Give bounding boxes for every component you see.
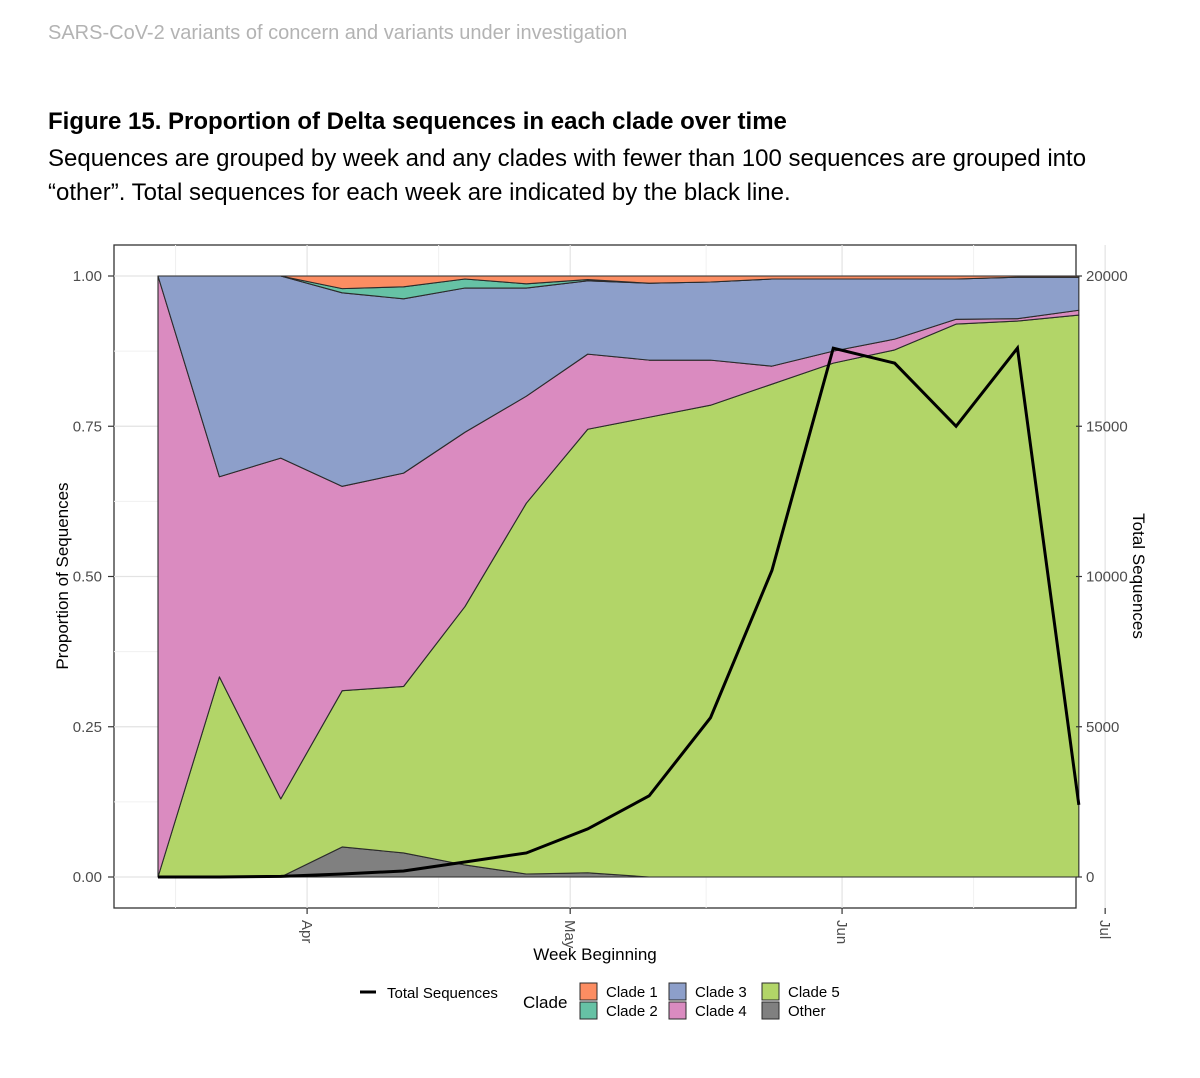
- y-tick-label: 0.00: [73, 869, 102, 886]
- legend-key-clade-4: [668, 1001, 687, 1020]
- legend-label-other: Other: [788, 1003, 826, 1020]
- y-tick-label: 1.00: [73, 268, 102, 285]
- legend-items: Clade 1 Clade 2 Clade 3 Clade 4 Clade 5 Other: [579, 982, 840, 1020]
- figure-caption: Sequences are grouped by week and any cl…: [48, 145, 1087, 206]
- x-axis: Apr May Jun Jul: [298, 908, 1113, 949]
- x-tick-label: Jun: [833, 920, 850, 944]
- legend-key-clade-1: [579, 982, 598, 1001]
- x-tick-label: Jul: [1096, 920, 1113, 939]
- figure-title: Figure 15. Proportion of Delta sequences…: [48, 108, 787, 135]
- document-header: SARS-CoV-2 variants of concern and varia…: [48, 22, 628, 44]
- x-tick-label: May: [561, 920, 578, 949]
- y-axis-left: 0.00 0.25 0.50 0.75 1.00: [73, 268, 114, 886]
- area-clade-1: [157, 275, 1080, 290]
- legend-key-clade-2: [579, 1001, 598, 1020]
- y-tick-label: 0.25: [73, 719, 102, 736]
- y-axis-label: Proportion of Sequences: [53, 482, 72, 669]
- y2-axis-label: Total Sequences: [1129, 513, 1148, 639]
- legend-label-clade-1: Clade 1: [606, 984, 658, 1001]
- y2-tick-label: 15000: [1086, 418, 1128, 435]
- legend-line-label: Total Sequences: [387, 985, 498, 1002]
- legend-key-clade-5: [761, 982, 780, 1001]
- y-tick-label: 0.50: [73, 569, 102, 586]
- clade-areas: [157, 275, 1080, 878]
- legend-label-clade-5: Clade 5: [788, 984, 840, 1001]
- total-sequences-line: [158, 344, 1081, 879]
- y2-tick-label: 0: [1086, 869, 1094, 886]
- y-tick-label: 0.75: [73, 418, 102, 435]
- y2-tick-label: 20000: [1086, 268, 1128, 285]
- stacked-area-chart: 0.00 0.25 0.50 0.75 1.00 0 5000 10000 15000 2000…: [53, 244, 1148, 1020]
- y2-tick-label: 10000: [1086, 569, 1128, 586]
- legend-label-clade-3: Clade 3: [695, 984, 747, 1001]
- y-axis-right: 0 5000 10000 15000 20000: [1076, 268, 1128, 886]
- legend-label-clade-2: Clade 2: [606, 1003, 658, 1020]
- legend-key-other: [761, 1001, 780, 1020]
- legend-key-clade-3: [668, 982, 687, 1001]
- y2-tick-label: 5000: [1086, 719, 1119, 736]
- x-tick-label: Apr: [298, 920, 315, 943]
- x-axis-label: Week Beginning: [533, 945, 657, 964]
- legend-label-clade-4: Clade 4: [695, 1003, 747, 1020]
- legend-title: Clade: [523, 993, 567, 1012]
